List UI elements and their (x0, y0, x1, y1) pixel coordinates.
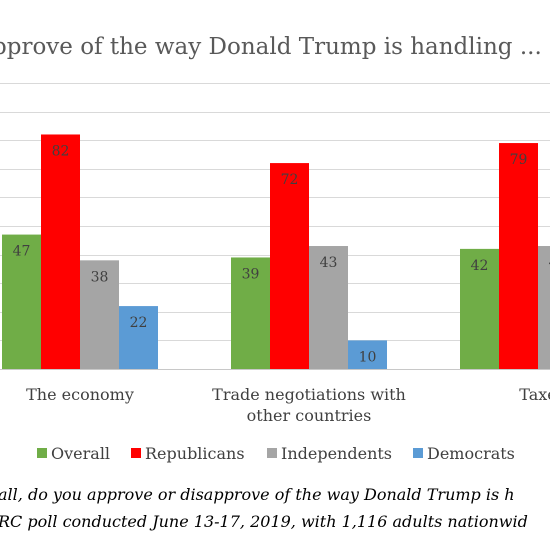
bars (2, 134, 550, 369)
bar-democrats-1 (348, 340, 387, 369)
legend-swatch-independents (267, 448, 277, 458)
value-label: 72 (281, 172, 299, 188)
value-label: 38 (91, 269, 109, 285)
bar-independents-0 (80, 260, 119, 369)
value-label: 43 (549, 255, 550, 271)
value-label: 47 (13, 244, 31, 260)
chart-title: pprove of the way Donald Trump is handli… (0, 34, 542, 60)
legend-label-republicans: Republicans (145, 444, 245, 463)
legend-label-independents: Independents (281, 444, 392, 463)
legend: Overall Republicans Independents Democrats (37, 444, 515, 463)
value-label: 82 (52, 143, 70, 159)
category-labels: The economy Trade negotiations with other … (26, 385, 550, 425)
value-label: 22 (130, 315, 148, 331)
value-labels: 47 39 42 82 72 79 38 43 43 22 10 (13, 143, 550, 365)
value-label: 42 (471, 258, 489, 274)
footnote-line-1: all, do you approve or disapprove of the… (0, 485, 515, 504)
bar-independents-2 (538, 246, 550, 369)
value-label: 39 (242, 266, 260, 282)
legend-swatch-republicans (131, 448, 141, 458)
category-label: Taxe (519, 385, 550, 404)
legend-swatch-overall (37, 448, 47, 458)
footnote-line-2: RC poll conducted June 13-17, 2019, with… (0, 512, 528, 531)
legend-label-democrats: Democrats (427, 444, 515, 463)
category-label: The economy (26, 385, 134, 404)
value-label: 79 (510, 152, 528, 168)
bar-overall-2 (460, 248, 499, 369)
bar-overall-1 (231, 257, 270, 369)
bar-democrats-0 (119, 306, 158, 369)
value-label: 43 (320, 255, 338, 271)
category-label: Trade negotiations with (212, 385, 406, 404)
bar-overall-0 (2, 234, 41, 369)
bar-independents-1 (309, 246, 348, 369)
category-label: other countries (247, 406, 372, 425)
legend-label-overall: Overall (51, 444, 110, 463)
value-label: 10 (359, 349, 377, 365)
bar-republicans-2 (499, 143, 538, 369)
legend-swatch-democrats (413, 448, 423, 458)
bar-republicans-0 (41, 134, 80, 369)
bar-republicans-1 (270, 163, 309, 369)
